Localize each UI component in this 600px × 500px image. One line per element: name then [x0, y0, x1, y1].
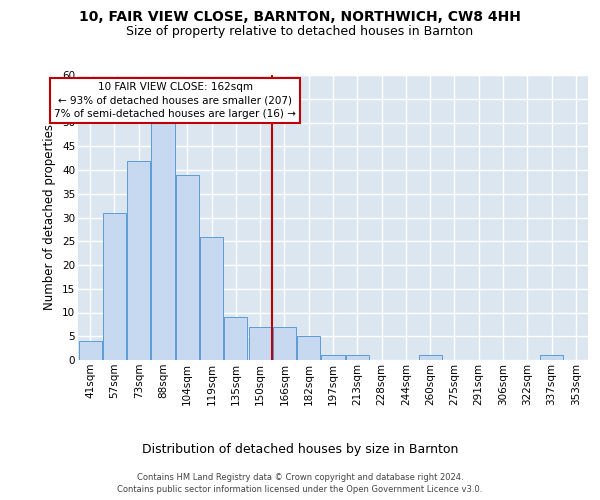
Text: Contains HM Land Registry data © Crown copyright and database right 2024.: Contains HM Land Registry data © Crown c… — [137, 472, 463, 482]
Text: Size of property relative to detached houses in Barnton: Size of property relative to detached ho… — [127, 25, 473, 38]
Bar — [248, 327, 272, 360]
Bar — [79, 341, 101, 360]
Bar — [127, 160, 150, 360]
Bar — [419, 355, 442, 360]
Text: 10 FAIR VIEW CLOSE: 162sqm
← 93% of detached houses are smaller (207)
7% of semi: 10 FAIR VIEW CLOSE: 162sqm ← 93% of deta… — [54, 82, 296, 118]
Bar — [273, 327, 296, 360]
Bar — [540, 355, 563, 360]
Bar — [346, 355, 369, 360]
Bar — [297, 336, 320, 360]
Text: 10, FAIR VIEW CLOSE, BARNTON, NORTHWICH, CW8 4HH: 10, FAIR VIEW CLOSE, BARNTON, NORTHWICH,… — [79, 10, 521, 24]
Bar — [224, 318, 247, 360]
Bar — [176, 175, 199, 360]
Text: Contains public sector information licensed under the Open Government Licence v3: Contains public sector information licen… — [118, 485, 482, 494]
Bar — [103, 213, 126, 360]
Bar — [322, 355, 344, 360]
Text: Distribution of detached houses by size in Barnton: Distribution of detached houses by size … — [142, 442, 458, 456]
Y-axis label: Number of detached properties: Number of detached properties — [43, 124, 56, 310]
Bar — [200, 236, 223, 360]
Bar — [151, 122, 175, 360]
